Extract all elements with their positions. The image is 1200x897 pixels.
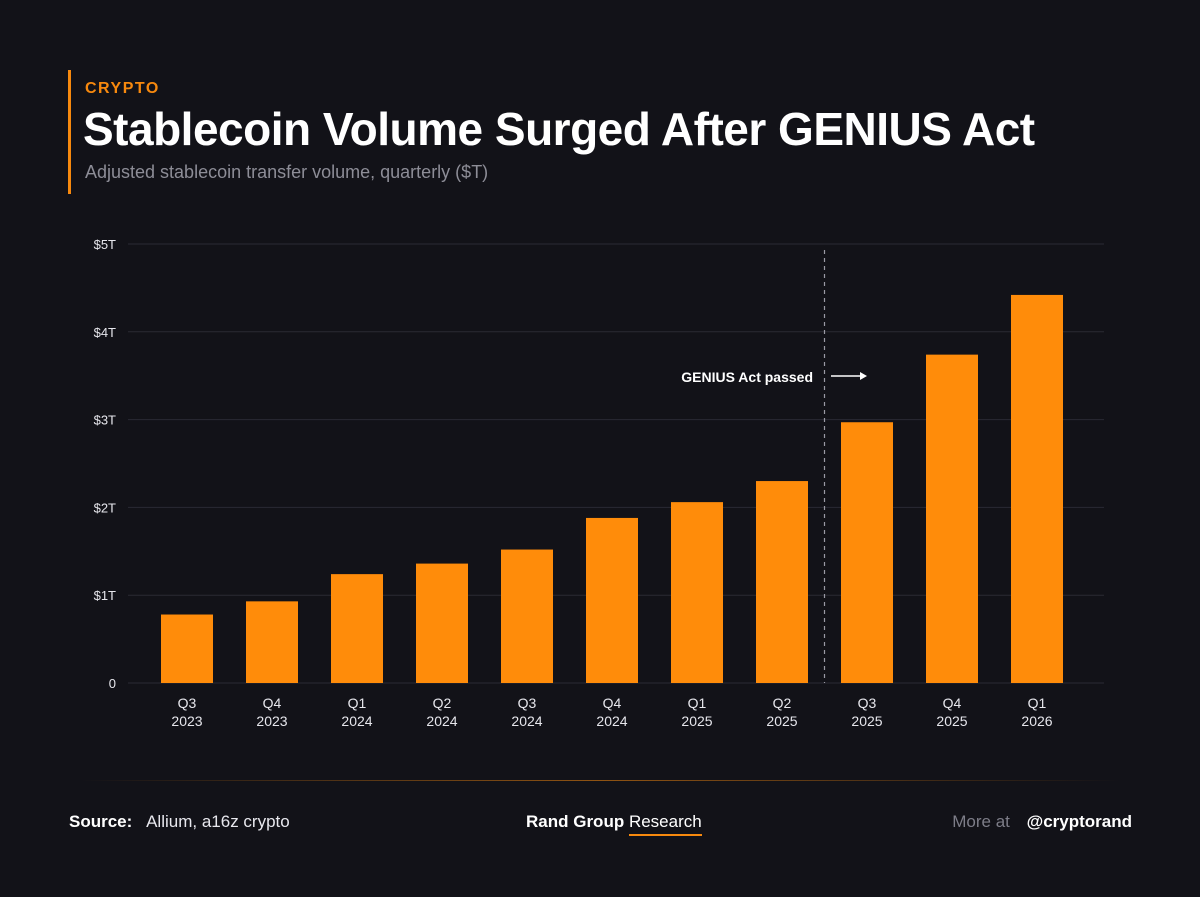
- x-tick-quarter: Q1: [1028, 695, 1047, 711]
- brand-subtitle: Research: [628, 812, 702, 836]
- x-tick-year: 2024: [341, 713, 372, 729]
- x-tick-year: 2025: [851, 713, 882, 729]
- bar: [331, 574, 383, 683]
- x-tick-quarter: Q4: [943, 695, 962, 711]
- x-tick-quarter: Q1: [348, 695, 367, 711]
- x-tick-quarter: Q1: [688, 695, 707, 711]
- y-axis-ticks: 0 $1T $2T $3T $4T $5T: [94, 237, 116, 691]
- x-tick-year: 2025: [936, 713, 967, 729]
- bars: [161, 294, 1063, 683]
- brand-credit: Rand Group Research: [526, 812, 702, 836]
- bar: [841, 422, 893, 683]
- y-tick-label: $1T: [94, 588, 116, 603]
- x-tick-year: 2024: [511, 713, 542, 729]
- x-tick-year: 2024: [426, 713, 457, 729]
- arrow-right-icon: [860, 372, 867, 380]
- category-kicker: CRYPTO: [85, 80, 160, 97]
- chart-subtitle: Adjusted stablecoin transfer volume, qua…: [85, 162, 489, 182]
- social-handle-link[interactable]: @cryptorand: [1026, 812, 1132, 831]
- source-label: Source:: [69, 812, 133, 831]
- x-tick-year: 2023: [256, 713, 287, 729]
- x-tick-quarter: Q4: [603, 695, 622, 711]
- bar: [161, 614, 213, 683]
- x-tick-year: 2023: [171, 713, 202, 729]
- y-tick-label: $3T: [94, 413, 116, 428]
- y-tick-label: $5T: [94, 237, 116, 252]
- bar: [1011, 294, 1063, 683]
- brand-name: Rand Group: [526, 812, 625, 831]
- x-tick-quarter: Q2: [773, 695, 792, 711]
- source-credit: Source: Allium, a16z crypto: [69, 812, 290, 832]
- x-axis-ticks: Q3 2023 Q4 2023 Q1 2024 Q2 2024 Q3 2024 Q4 2024 Q1 20…: [171, 695, 1052, 729]
- footer: Source: Allium, a16z crypto Rand Group R…: [0, 808, 1200, 848]
- genius-act-annotation: GENIUS Act passed: [681, 250, 867, 683]
- bar-chart: 0 $1T $2T $3T $4T $5T Q3 2023 Q4 2023 Q1 2024 Q2 202…: [94, 237, 1104, 729]
- chart-title: Stablecoin Volume Surged After GENIUS Ac…: [83, 103, 1035, 155]
- x-tick-quarter: Q4: [263, 695, 282, 711]
- x-tick-quarter: Q2: [433, 695, 452, 711]
- x-tick-quarter: Q3: [858, 695, 877, 711]
- y-tick-label: 0: [109, 676, 116, 691]
- bar: [501, 549, 553, 683]
- y-tick-label: $2T: [94, 500, 116, 515]
- source-value: Allium, a16z crypto: [146, 812, 290, 831]
- bar: [586, 517, 638, 683]
- bar: [756, 481, 808, 683]
- more-at: More at @cryptorand: [952, 812, 1132, 832]
- annotation-label: GENIUS Act passed: [681, 369, 813, 385]
- bar: [246, 601, 298, 683]
- y-tick-label: $4T: [94, 325, 116, 340]
- bar: [671, 502, 723, 683]
- more-label: More at: [952, 812, 1010, 831]
- x-tick-year: 2025: [766, 713, 797, 729]
- x-tick-quarter: Q3: [178, 695, 197, 711]
- footer-divider: [80, 780, 1120, 781]
- bar: [926, 354, 978, 683]
- x-tick-year: 2024: [596, 713, 627, 729]
- x-tick-year: 2025: [681, 713, 712, 729]
- x-tick-quarter: Q3: [518, 695, 537, 711]
- x-tick-year: 2026: [1021, 713, 1052, 729]
- chart-header: CRYPTO Stablecoin Volume Surged After GE…: [68, 70, 1151, 194]
- bar: [416, 563, 468, 683]
